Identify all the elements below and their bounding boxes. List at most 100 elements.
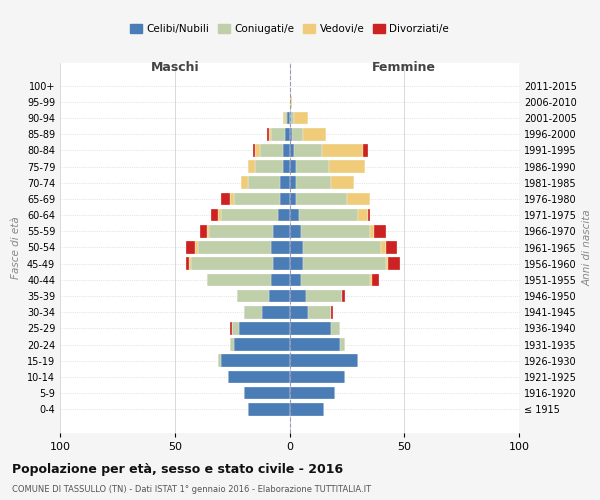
Bar — [186, 258, 188, 270]
Bar — [235, 192, 280, 205]
Bar — [230, 322, 232, 334]
Bar — [253, 144, 255, 156]
Bar — [239, 322, 290, 334]
Bar — [290, 192, 296, 205]
Bar — [248, 176, 280, 189]
Bar — [271, 274, 290, 286]
Bar — [382, 241, 386, 254]
Bar — [283, 144, 290, 156]
Y-axis label: Fasce di età: Fasce di età — [11, 216, 21, 279]
Bar — [227, 370, 290, 384]
Bar — [329, 160, 365, 173]
Bar — [290, 354, 358, 367]
Bar — [290, 306, 308, 318]
Bar — [188, 258, 191, 270]
Bar — [241, 176, 248, 189]
Bar — [244, 387, 290, 400]
Bar — [292, 128, 303, 140]
Bar — [207, 274, 271, 286]
Bar — [290, 274, 301, 286]
Bar — [301, 225, 370, 237]
Text: Maschi: Maschi — [151, 62, 199, 74]
Bar — [301, 274, 370, 286]
Bar — [271, 241, 290, 254]
Bar — [290, 209, 299, 222]
Bar — [308, 306, 331, 318]
Text: Popolazione per età, sesso e stato civile - 2016: Popolazione per età, sesso e stato civil… — [12, 462, 343, 475]
Bar — [305, 290, 342, 302]
Bar — [269, 290, 290, 302]
Bar — [294, 112, 308, 124]
Bar — [370, 274, 372, 286]
Bar — [290, 258, 303, 270]
Bar — [262, 306, 290, 318]
Bar — [230, 338, 235, 351]
Bar — [218, 209, 221, 222]
Bar — [221, 209, 278, 222]
Bar — [237, 290, 269, 302]
Bar — [266, 128, 269, 140]
Bar — [358, 209, 368, 222]
Bar — [211, 209, 218, 222]
Bar — [248, 403, 290, 415]
Bar — [290, 290, 305, 302]
Bar — [370, 225, 374, 237]
Bar — [290, 338, 340, 351]
Bar — [303, 258, 386, 270]
Bar — [287, 112, 290, 124]
Bar — [235, 338, 290, 351]
Bar — [294, 144, 322, 156]
Bar — [191, 258, 274, 270]
Bar — [232, 322, 239, 334]
Bar — [274, 258, 290, 270]
Bar — [290, 160, 296, 173]
Bar — [290, 403, 324, 415]
Bar — [196, 241, 198, 254]
Bar — [290, 241, 303, 254]
Bar — [296, 192, 347, 205]
Bar — [342, 290, 344, 302]
Bar — [296, 160, 329, 173]
Bar — [322, 144, 363, 156]
Bar — [331, 322, 340, 334]
Bar — [200, 225, 207, 237]
Bar — [303, 241, 382, 254]
Bar — [283, 112, 285, 124]
Bar — [280, 176, 290, 189]
Bar — [340, 338, 344, 351]
Text: COMUNE DI TASSULLO (TN) - Dati ISTAT 1° gennaio 2016 - Elaborazione TUTTITALIA.I: COMUNE DI TASSULLO (TN) - Dati ISTAT 1° … — [12, 485, 371, 494]
Bar — [209, 225, 274, 237]
Bar — [255, 160, 283, 173]
Bar — [347, 192, 370, 205]
Bar — [198, 241, 271, 254]
Bar — [331, 306, 333, 318]
Bar — [271, 128, 285, 140]
Bar — [221, 354, 290, 367]
Bar — [285, 128, 290, 140]
Bar — [290, 225, 301, 237]
Bar — [363, 144, 368, 156]
Bar — [186, 241, 196, 254]
Bar — [290, 322, 331, 334]
Bar — [269, 128, 271, 140]
Bar — [248, 160, 255, 173]
Bar — [290, 144, 294, 156]
Bar — [278, 209, 290, 222]
Bar — [283, 160, 290, 173]
Bar — [388, 258, 400, 270]
Bar — [299, 209, 358, 222]
Bar — [296, 176, 331, 189]
Bar — [368, 209, 370, 222]
Bar — [290, 176, 296, 189]
Bar — [290, 96, 292, 108]
Bar — [386, 241, 397, 254]
Bar — [290, 128, 292, 140]
Bar — [331, 176, 354, 189]
Bar — [290, 112, 294, 124]
Bar — [290, 387, 335, 400]
Text: Femmine: Femmine — [372, 62, 436, 74]
Bar — [274, 225, 290, 237]
Y-axis label: Anni di nascita: Anni di nascita — [582, 209, 592, 286]
Bar — [218, 354, 221, 367]
Bar — [290, 370, 344, 384]
